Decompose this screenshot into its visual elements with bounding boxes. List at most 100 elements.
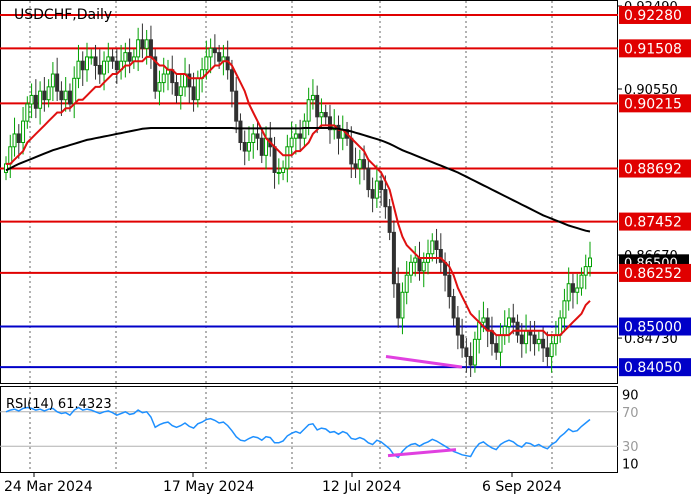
candle-body xyxy=(532,334,537,345)
price-axis: 0.924900.905500.866700.847300.865000.922… xyxy=(618,0,691,377)
price-axis-label: 0.84730 xyxy=(624,332,678,347)
rsi-axis-label: 90 xyxy=(622,389,639,404)
candle-body xyxy=(89,56,94,59)
candle-body xyxy=(16,133,21,144)
candle-body xyxy=(396,283,401,319)
candle-body xyxy=(366,167,371,191)
candle-body xyxy=(468,355,473,366)
candle-body xyxy=(494,343,499,353)
rsi-panel[interactable] xyxy=(0,386,618,473)
candle-body xyxy=(502,326,507,336)
candle-body xyxy=(319,112,324,118)
rsi-line-group xyxy=(5,406,591,459)
candle-body xyxy=(246,142,251,152)
time-axis-label: 12 Jul 2024 xyxy=(322,479,401,495)
candle-body xyxy=(136,39,141,58)
candle-body xyxy=(212,47,217,54)
candle-body xyxy=(217,52,222,62)
candle-body xyxy=(464,347,469,357)
candle-body xyxy=(349,137,354,165)
candle-body xyxy=(562,300,567,319)
candle-body xyxy=(238,120,243,144)
level-price-tag xyxy=(619,263,691,282)
candle-body xyxy=(293,133,298,139)
candle-body xyxy=(579,274,584,289)
candle-body xyxy=(259,137,264,156)
candle-body xyxy=(161,73,166,84)
rsi-axis-label: 30 xyxy=(622,440,639,455)
candle-body xyxy=(272,146,277,173)
level-price-tag xyxy=(619,39,691,58)
candle-body xyxy=(285,146,290,169)
candle-body xyxy=(379,180,384,191)
candle-body xyxy=(310,94,315,101)
rsi-label: RSI(14) 61.4323 xyxy=(6,397,112,412)
rsi-axis-label: 10 xyxy=(622,457,639,472)
candle-body xyxy=(208,47,213,58)
horizontal-levels xyxy=(0,13,618,369)
candle-body xyxy=(545,347,550,357)
candle-body xyxy=(110,56,115,62)
level-price-label: 0.85000 xyxy=(624,320,682,336)
candle-body xyxy=(106,56,111,62)
candle-body xyxy=(80,60,85,71)
candle-body xyxy=(102,60,107,75)
candle-body xyxy=(234,90,239,122)
candle-body xyxy=(447,274,452,298)
level-price-label: 0.86252 xyxy=(624,266,682,282)
rsi-divergence-line xyxy=(387,448,457,458)
candle-body xyxy=(374,180,379,199)
candle-body xyxy=(191,86,196,101)
level-price-label: 0.92280 xyxy=(624,8,682,24)
candle-body xyxy=(97,64,102,75)
candle-body xyxy=(140,39,145,49)
level-price-label: 0.84050 xyxy=(624,360,682,376)
candle-body xyxy=(507,317,512,328)
candle-body xyxy=(289,137,294,148)
candle-body xyxy=(421,261,426,272)
candle-body xyxy=(302,120,307,139)
candle-body xyxy=(174,82,179,96)
candle-body xyxy=(588,257,592,268)
candle-body xyxy=(187,73,192,88)
candle-body xyxy=(575,287,580,293)
level-price-label: 0.87452 xyxy=(624,215,682,231)
candle-body xyxy=(298,133,303,139)
level-price-label: 0.91508 xyxy=(624,41,682,57)
candle-body xyxy=(242,142,247,152)
fast-ma-line xyxy=(6,55,591,337)
candle-body xyxy=(323,112,328,118)
candle-body xyxy=(76,60,81,79)
time-axis-label: 17 May 2024 xyxy=(163,479,254,495)
rsi-divergence xyxy=(387,448,457,458)
candle-body xyxy=(408,261,413,276)
candle-body xyxy=(148,39,153,58)
candle-body xyxy=(67,90,72,105)
candle-body xyxy=(178,86,183,96)
candle-body xyxy=(46,86,51,101)
candle-body xyxy=(204,56,209,71)
symbol-label: USDCHF,Daily xyxy=(14,7,112,23)
candle-body xyxy=(255,133,260,139)
candle-body xyxy=(558,317,563,336)
candle-body xyxy=(55,73,60,92)
candle-body xyxy=(404,274,409,293)
candle-body xyxy=(536,338,541,345)
time-axis: 24 Mar 2024 17 May 2024 12 Jul 2024 6 Sep 2… xyxy=(4,472,562,495)
candle-body xyxy=(583,266,588,276)
candle-body xyxy=(93,56,98,66)
candle-body xyxy=(383,189,388,208)
candle-body xyxy=(281,167,286,173)
candle-body xyxy=(157,82,162,92)
level-price-tag xyxy=(619,94,691,113)
candle-body xyxy=(430,240,435,255)
candle-body xyxy=(472,338,477,366)
rsi-axis: 90 70 30 10 xyxy=(622,389,639,473)
candle-body xyxy=(370,189,375,199)
candle-body xyxy=(477,321,482,340)
candle-body xyxy=(417,257,422,272)
candle-body xyxy=(25,103,30,122)
candles xyxy=(4,23,592,378)
candle-body xyxy=(438,248,443,263)
